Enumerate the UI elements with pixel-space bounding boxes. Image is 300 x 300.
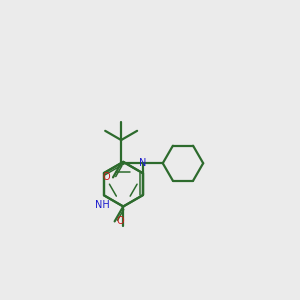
- Text: O: O: [117, 216, 124, 226]
- Text: N: N: [139, 158, 146, 168]
- Text: O: O: [103, 172, 110, 182]
- Text: NH: NH: [95, 200, 110, 210]
